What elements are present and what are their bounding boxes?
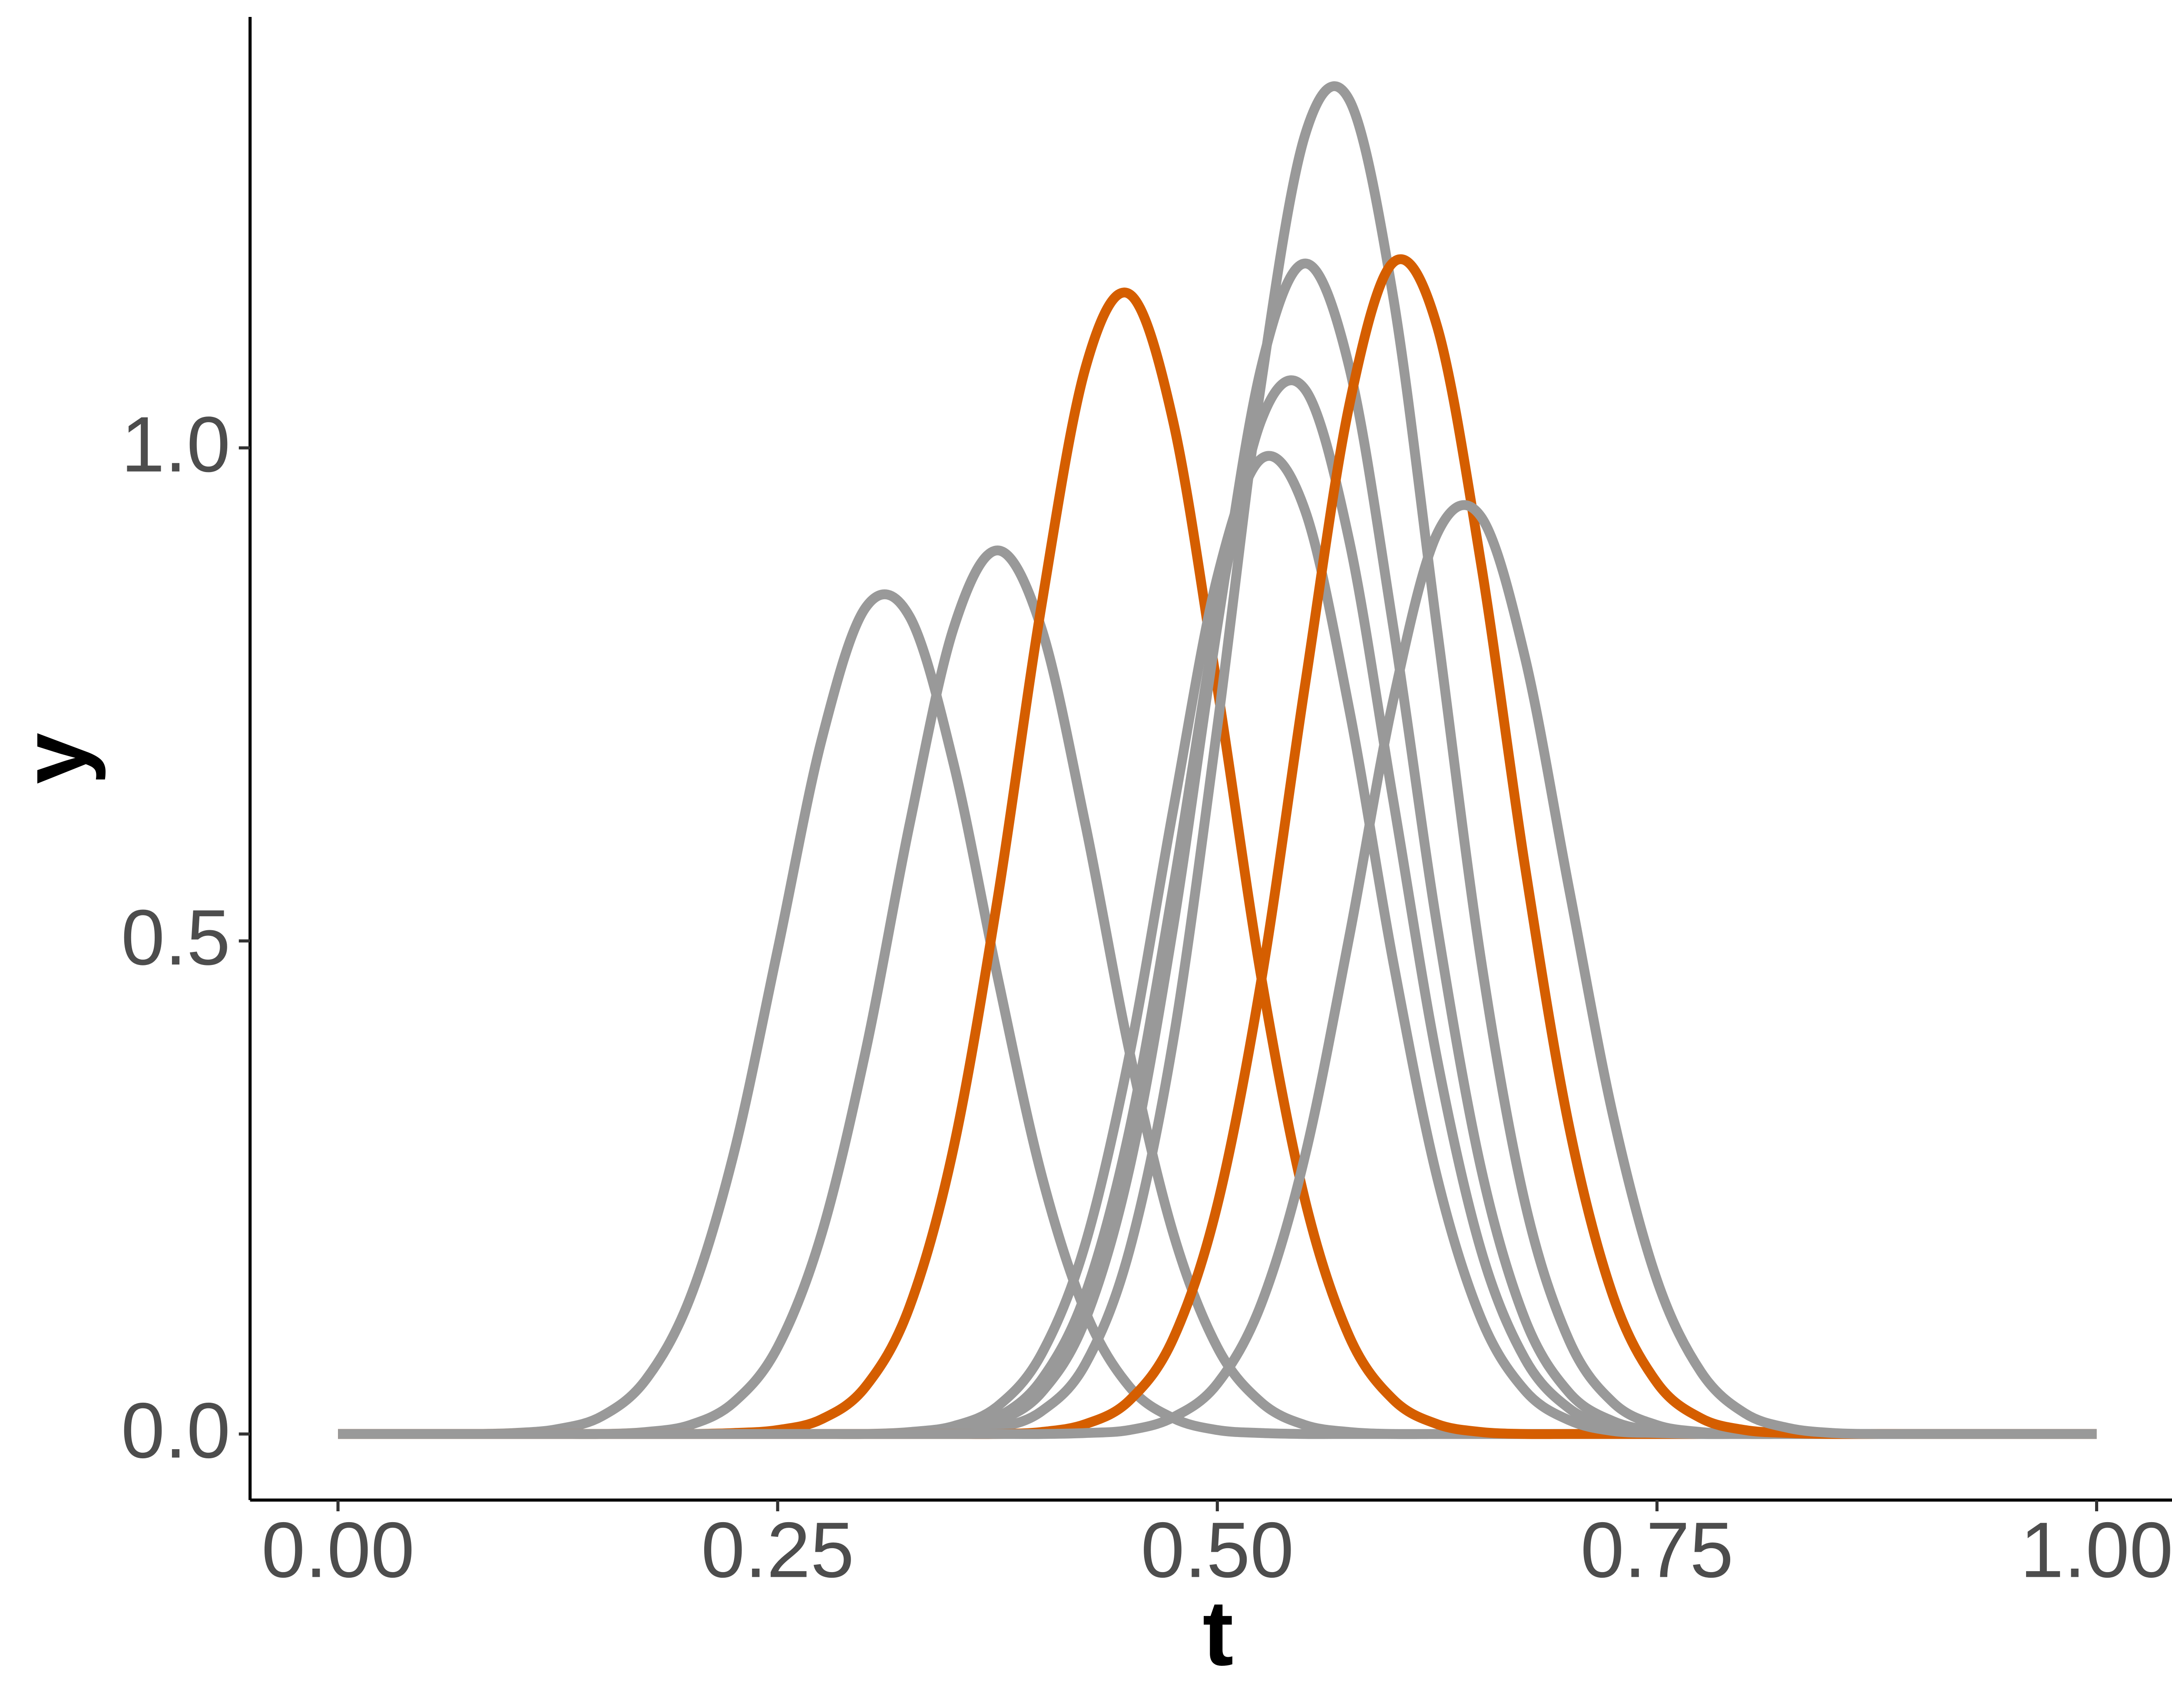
x-axis-title: t	[1202, 1582, 1233, 1685]
y-tick-label: 0.5	[121, 894, 231, 981]
x-tick-label: 0.75	[1580, 1506, 1733, 1594]
x-tick-label: 0.00	[262, 1506, 414, 1594]
line	[338, 258, 2097, 1439]
line	[338, 81, 2097, 1439]
y-tick-label: 0.0	[121, 1387, 231, 1474]
y-axis-title: y	[3, 733, 106, 784]
x-tick-label: 0.50	[1141, 1506, 1294, 1594]
x-tick-label: 0.25	[701, 1506, 854, 1594]
x-tick-label: 1.00	[2020, 1506, 2172, 1594]
line	[338, 287, 2097, 1439]
y-tick-label: 1.0	[121, 401, 231, 489]
line	[338, 254, 2097, 1439]
line	[338, 375, 2097, 1439]
line	[338, 500, 2097, 1439]
